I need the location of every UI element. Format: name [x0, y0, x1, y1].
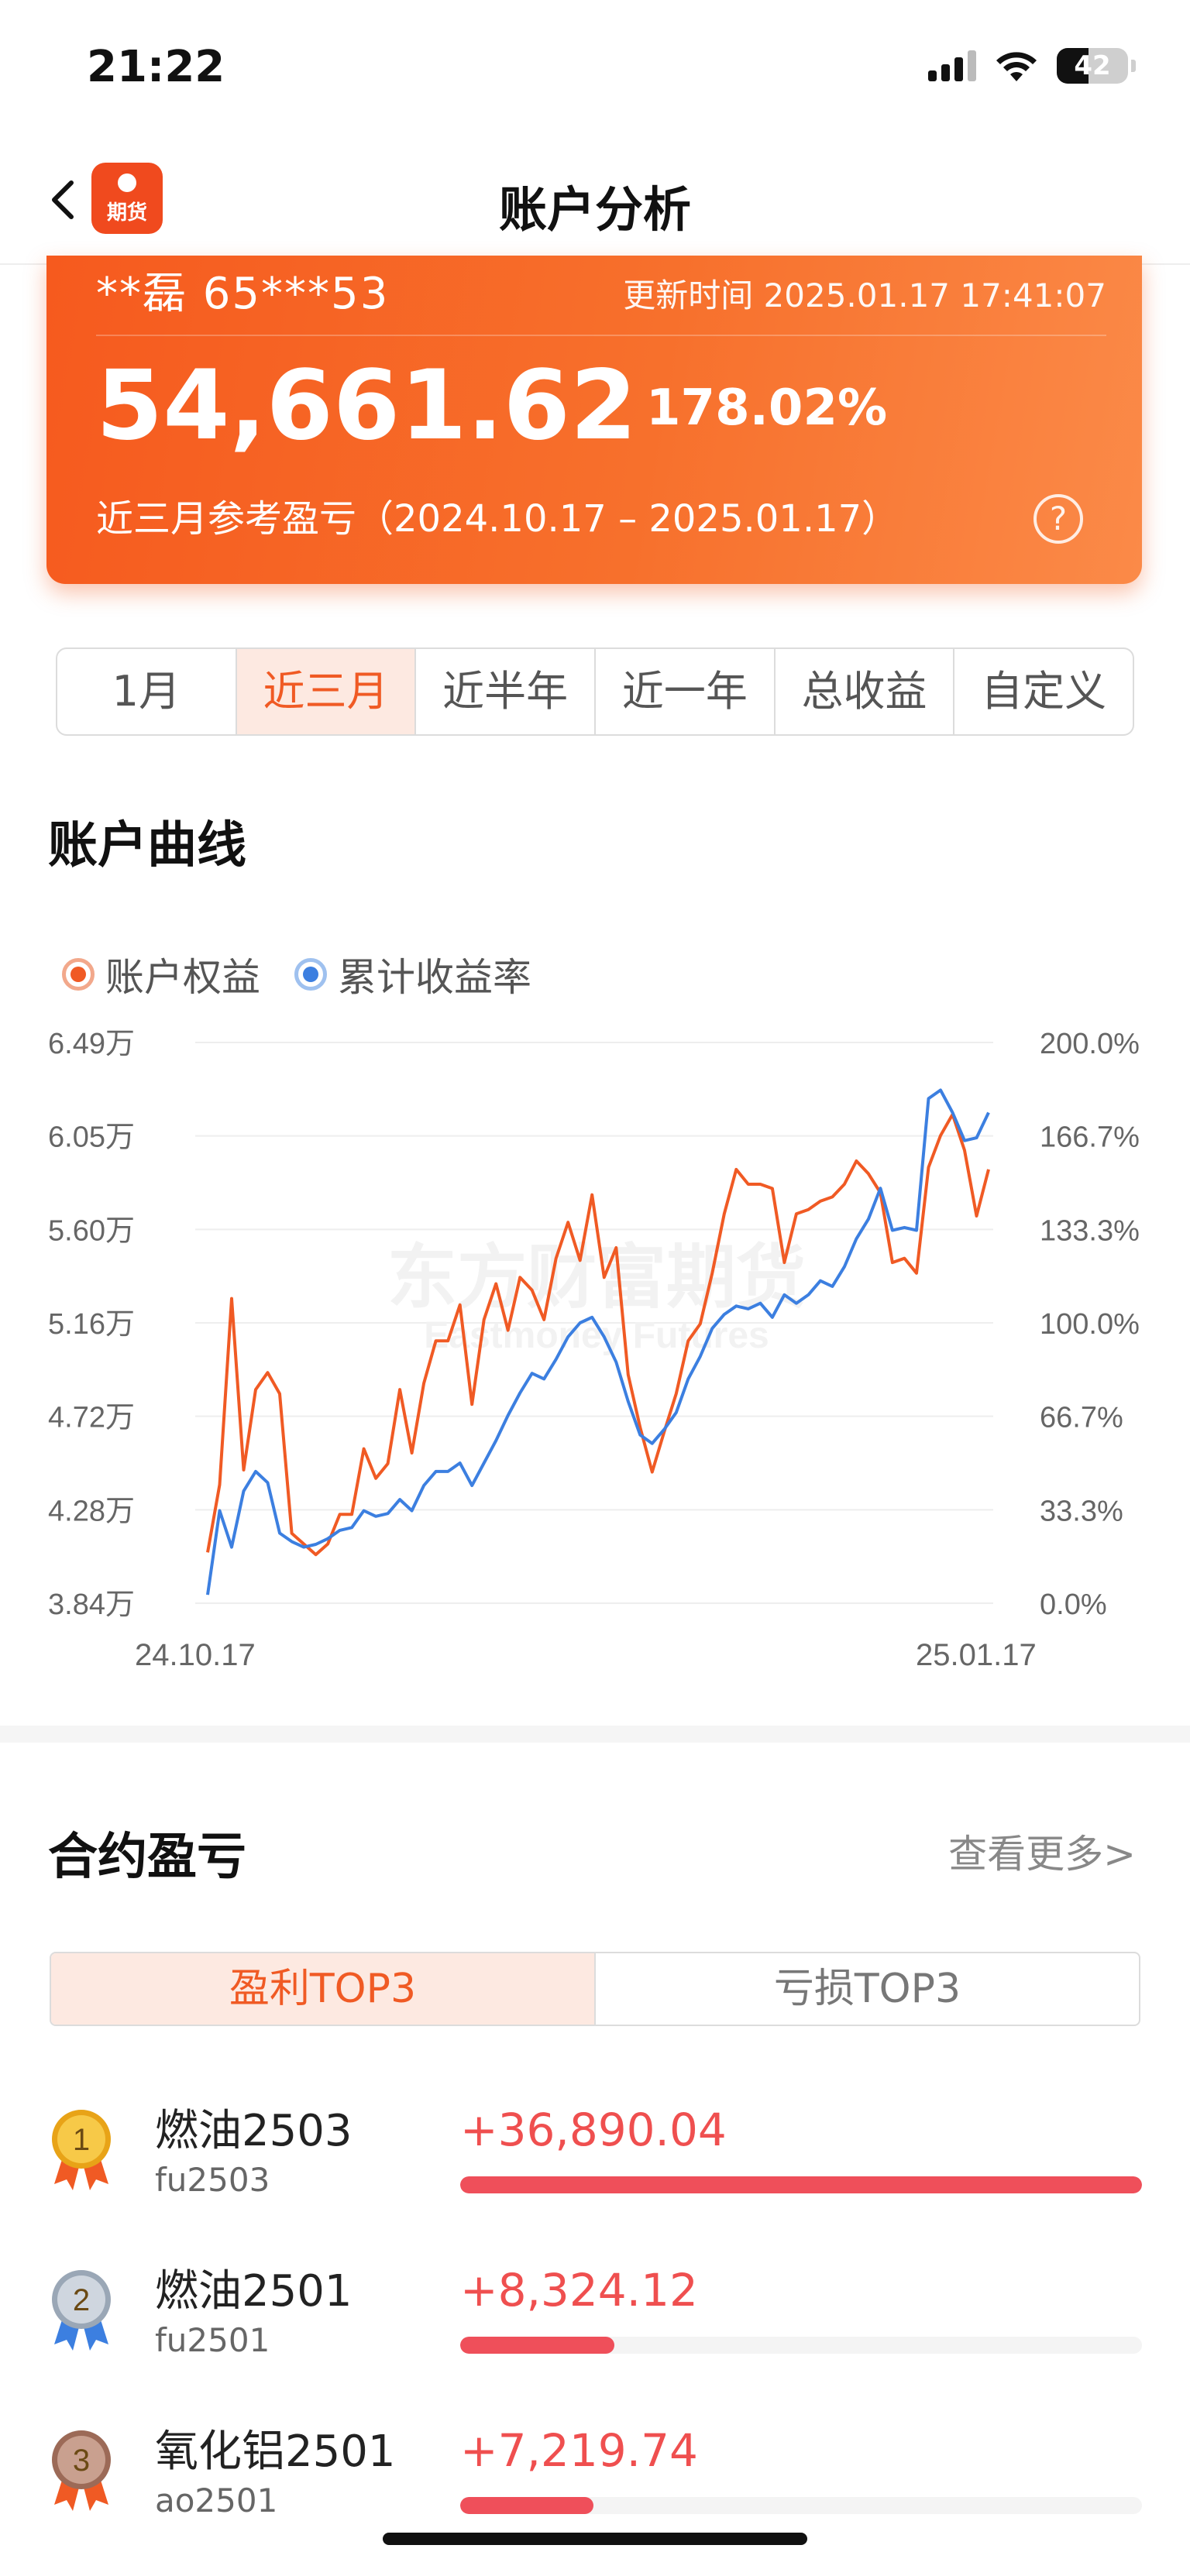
- left-tick-label: 6.05万: [48, 1121, 135, 1154]
- home-indicator[interactable]: [383, 2533, 807, 2545]
- right-tick-label: 200.0%: [1040, 1028, 1140, 1060]
- left-tick-label: 3.84万: [48, 1589, 135, 1621]
- update-time: 更新时间 2025.01.17 17:41:07: [623, 276, 1106, 314]
- rank-number: 2: [73, 2283, 90, 2317]
- chart-watermark: 东方财富期货: [387, 1237, 806, 1318]
- x-start-label: 24.10.17: [135, 1638, 256, 1672]
- summary-card: **磊 65***53 更新时间 2025.01.17 17:41:07 54,…: [46, 256, 1142, 584]
- left-tick-label: 5.60万: [48, 1214, 135, 1247]
- period-tab-0[interactable]: 1月: [57, 649, 237, 734]
- battery-icon: 42: [1057, 48, 1128, 84]
- nav-bar: 期货 账户分析: [0, 147, 1190, 256]
- right-tick-label: 66.7%: [1040, 1402, 1123, 1434]
- view-more-link[interactable]: 查看更多>: [948, 1832, 1136, 1877]
- left-tick-label: 6.49万: [48, 1028, 135, 1060]
- profit-bar-track: [460, 2497, 1142, 2514]
- contract-code: fu2503: [155, 2161, 270, 2199]
- curve-section-title: 账户曲线: [48, 817, 246, 874]
- account-name: **磊 65***53: [96, 269, 390, 319]
- pl-tab-1[interactable]: 亏损TOP3: [773, 1966, 961, 2012]
- legend-return-rate-icon: [294, 958, 327, 991]
- contract-profit: +36,890.04: [460, 2104, 727, 2156]
- help-icon[interactable]: ?: [1034, 494, 1083, 544]
- rank-number: 1: [73, 2123, 90, 2157]
- profit-bar-track: [460, 2176, 1142, 2193]
- rank-row[interactable]: 1 燃油2503 fu2503 +36,890.04: [0, 2090, 1190, 2245]
- contract-section-title: 合约盈亏: [48, 1829, 246, 1886]
- period-tab-2[interactable]: 近半年: [416, 649, 597, 734]
- left-tick-label: 4.72万: [48, 1402, 135, 1434]
- contract-code: ao2501: [155, 2482, 278, 2519]
- battery-tip: [1131, 60, 1136, 72]
- contract-profit: +7,219.74: [460, 2424, 698, 2477]
- period-tab-3[interactable]: 近一年: [596, 649, 776, 734]
- section-divider: [0, 1726, 1190, 1743]
- legend-equity-icon: [62, 958, 95, 991]
- profit-bar-fill: [460, 2337, 614, 2354]
- page-title: 账户分析: [498, 181, 691, 238]
- status-time: 21:22: [87, 42, 225, 92]
- contract-name: 燃油2501: [155, 2266, 353, 2317]
- profit-bar-fill: [460, 2497, 594, 2514]
- battery-level: 42: [1074, 50, 1111, 81]
- contract-code: fu2501: [155, 2321, 270, 2359]
- app-logo: 期货: [91, 163, 163, 234]
- logo-mark-icon: [118, 173, 136, 192]
- wifi-icon: [996, 52, 1037, 81]
- status-bar: 21:22 42: [0, 0, 1190, 139]
- return-rate-series-line: [206, 1088, 990, 1595]
- contract-name: 氧化铝2501: [155, 2427, 396, 2477]
- period-tab-5[interactable]: 自定义: [981, 667, 1107, 716]
- equity-series-line: [206, 1112, 990, 1557]
- right-tick-label: 166.7%: [1040, 1121, 1140, 1154]
- contract-name: 燃油2503: [155, 2106, 353, 2156]
- x-end-label: 25.01.17: [916, 1638, 1037, 1672]
- account-curve-chart[interactable]: 6.49万 200.0% 6.05万 166.7% 5.60万 133.3% 5.16万 10…: [0, 1007, 1190, 1688]
- contract-profit: +8,324.12: [460, 2264, 698, 2317]
- rank-number: 3: [73, 2444, 90, 2478]
- legend-return-rate[interactable]: 累计收益率: [294, 946, 531, 1002]
- legend-equity[interactable]: 账户权益: [62, 946, 260, 1002]
- pl-tab-0[interactable]: 盈利TOP3: [51, 1953, 596, 2025]
- card-divider: [96, 335, 1106, 336]
- right-tick-label: 100.0%: [1040, 1308, 1140, 1341]
- logo-text: 期货: [106, 201, 147, 225]
- right-tick-label: 133.3%: [1040, 1214, 1140, 1247]
- rank-medal-icon: 3: [52, 2430, 111, 2511]
- period-tabs: 1月 近三月 近半年 近一年 总收益 自定义: [56, 647, 1134, 736]
- profit-bar-track: [460, 2337, 1142, 2354]
- legend-return-rate-label: 累计收益率: [338, 955, 531, 1000]
- rank-row[interactable]: 3 氧化铝2501 ao2501 +7,219.74: [0, 2410, 1190, 2565]
- right-tick-label: 0.0%: [1040, 1589, 1107, 1621]
- legend-equity-label: 账户权益: [105, 955, 260, 1000]
- profit-amount: 54,661.62: [96, 350, 638, 462]
- rank-medal-icon: 1: [52, 2110, 111, 2190]
- period-tab-1[interactable]: 近三月: [236, 649, 417, 734]
- cellular-signal-icon: [928, 50, 976, 81]
- left-tick-label: 4.28万: [48, 1495, 135, 1527]
- period-label: 近三月参考盈亏（2024.10.17 – 2025.01.17）: [96, 497, 899, 541]
- rank-row[interactable]: 2 燃油2501 fu2501 +8,324.12: [0, 2250, 1190, 2405]
- period-tab-4[interactable]: 总收益: [776, 649, 955, 734]
- profit-bar-fill: [460, 2176, 1142, 2193]
- rank-medal-icon: 2: [52, 2270, 111, 2351]
- back-arrow-icon[interactable]: [42, 177, 88, 223]
- status-icons: 42: [928, 48, 1136, 84]
- chart-legend: 账户权益 累计收益率: [62, 946, 531, 1002]
- profit-percent: 178.02%: [646, 380, 888, 437]
- right-tick-label: 33.3%: [1040, 1495, 1123, 1527]
- pl-tabs: 盈利TOP3 亏损TOP3: [50, 1952, 1140, 2026]
- left-tick-label: 5.16万: [48, 1308, 135, 1341]
